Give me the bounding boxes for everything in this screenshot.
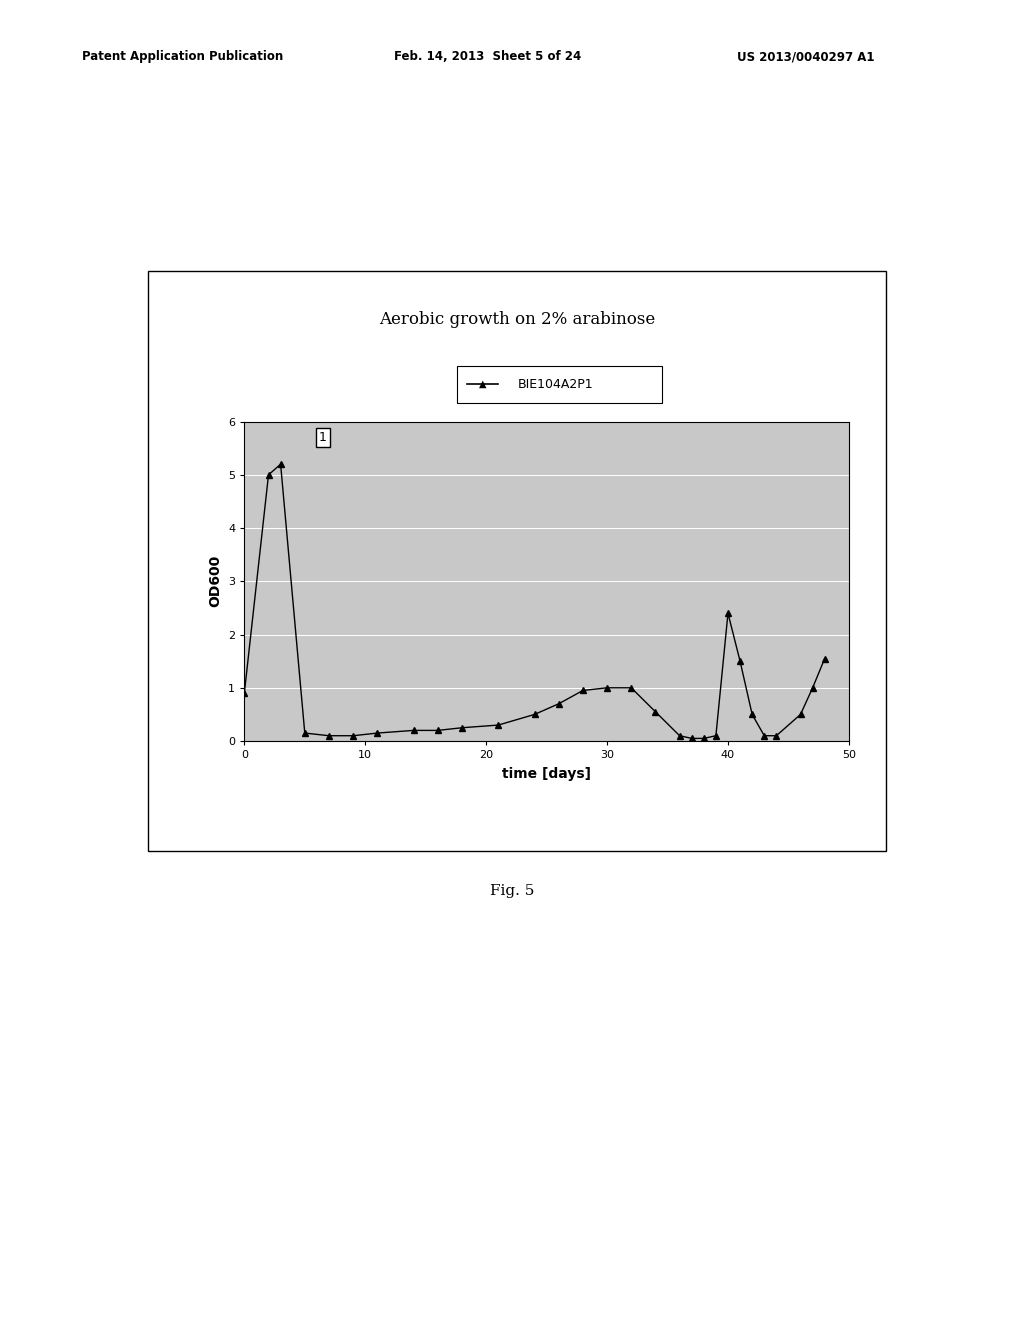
Text: Patent Application Publication: Patent Application Publication bbox=[82, 50, 284, 63]
Text: US 2013/0040297 A1: US 2013/0040297 A1 bbox=[737, 50, 874, 63]
Text: 1: 1 bbox=[319, 432, 327, 444]
Text: Aerobic growth on 2% arabinose: Aerobic growth on 2% arabinose bbox=[379, 312, 655, 329]
Text: BIE104A2P1: BIE104A2P1 bbox=[518, 378, 594, 391]
Text: Fig. 5: Fig. 5 bbox=[489, 884, 535, 899]
Text: ▲: ▲ bbox=[478, 379, 486, 389]
X-axis label: time [days]: time [days] bbox=[502, 767, 591, 781]
Y-axis label: OD600: OD600 bbox=[209, 556, 222, 607]
Text: Feb. 14, 2013  Sheet 5 of 24: Feb. 14, 2013 Sheet 5 of 24 bbox=[394, 50, 582, 63]
